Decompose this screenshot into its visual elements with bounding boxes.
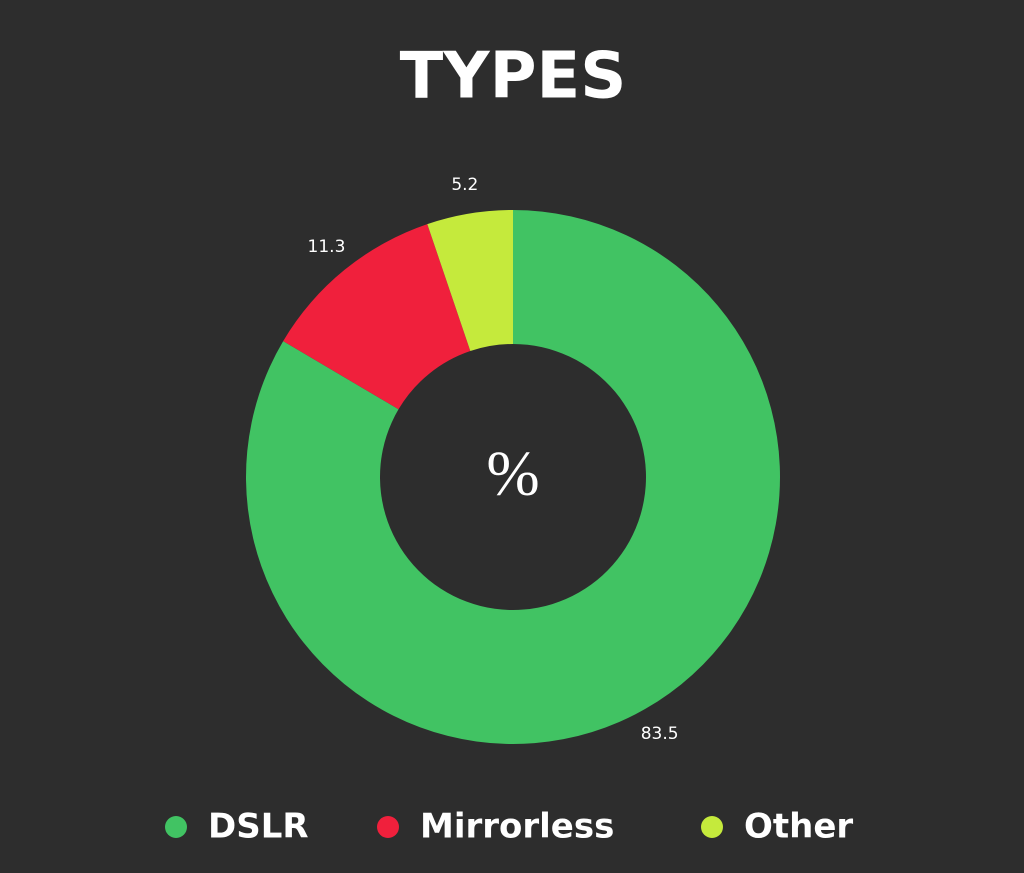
chart-title: TYPES <box>400 40 627 114</box>
legend-marker <box>377 816 399 838</box>
legend-label: DSLR <box>208 807 309 847</box>
legend-label: Other <box>744 807 853 847</box>
donut-slice <box>427 210 513 352</box>
center-label: % <box>486 438 539 509</box>
data-label: 83.5 <box>641 724 679 744</box>
donut-slice <box>283 224 471 410</box>
data-label: 5.2 <box>451 175 478 195</box>
data-label: 11.3 <box>308 237 346 257</box>
donut-slice <box>246 210 780 744</box>
legend-marker <box>701 816 723 838</box>
legend-marker <box>165 816 187 838</box>
legend-label: Mirrorless <box>420 807 614 847</box>
